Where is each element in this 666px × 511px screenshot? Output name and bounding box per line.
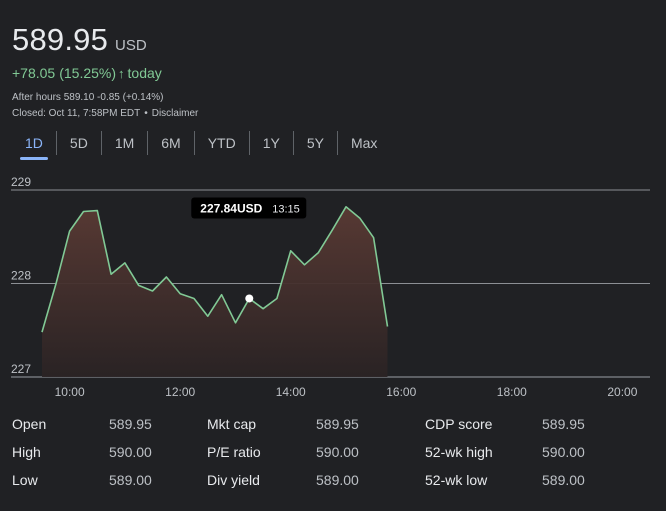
x-tick-label: 20:00 [607, 385, 637, 399]
closed-text: Closed: Oct 11, 7:58PM EDT [12, 108, 141, 119]
price-area-fill [42, 206, 388, 377]
currency-label: USD [115, 37, 147, 54]
separator-dot: • [144, 108, 148, 119]
stat-label-cdp-score: CDP score [425, 416, 493, 432]
tab-ytd[interactable]: YTD [195, 131, 250, 155]
change-period: today [127, 65, 162, 81]
x-tick-label: 10:00 [55, 385, 85, 399]
closed-status: Closed: Oct 11, 7:58PM EDT • Disclaimer [12, 108, 198, 119]
stat-value-cdp-score: 589.95 [542, 416, 585, 432]
y-tick-label: 228 [11, 269, 31, 283]
arrow-up-icon: ↑ [118, 65, 125, 81]
tab-max[interactable]: Max [350, 135, 378, 151]
disclaimer-link[interactable]: Disclaimer [151, 108, 199, 119]
tooltip-time: 13:15 [272, 203, 300, 215]
x-tick-label: 12:00 [165, 385, 195, 399]
y-tick-label: 229 [11, 176, 31, 189]
stat-label-52wk-high: 52-wk high [425, 444, 493, 460]
stat-label-high: High [12, 444, 41, 460]
price-tooltip [191, 197, 307, 219]
stat-label-low: Low [12, 472, 38, 488]
price-change: +78.05 (15.25%) ↑ today [12, 65, 162, 81]
tab-6m[interactable]: 6M [148, 131, 195, 155]
stat-value-52wk-low: 589.00 [542, 472, 585, 488]
stat-value-open: 589.95 [109, 416, 152, 432]
range-tabs: 1D 5D 1M 6M YTD 1Y 5Y Max [12, 130, 390, 160]
stat-value-mkt-cap: 589.95 [316, 416, 359, 432]
stat-value-52wk-high: 590.00 [542, 444, 585, 460]
tooltip-value: 227.84USD [200, 201, 262, 215]
tab-5d[interactable]: 5D [57, 131, 102, 155]
tab-1m[interactable]: 1M [102, 131, 149, 155]
stat-label-52wk-low: 52-wk low [425, 472, 488, 488]
after-hours-text: After hours 589.10 -0.85 (+0.14%) [12, 92, 164, 103]
x-tick-label: 18:00 [497, 385, 527, 399]
stat-label-div-yield: Div yield [207, 472, 260, 488]
stat-value-high: 590.00 [109, 444, 152, 460]
stat-value-div-yield: 589.00 [316, 472, 359, 488]
x-tick-label: 16:00 [386, 385, 416, 399]
change-value: +78.05 [12, 65, 56, 81]
price-row: 589.95 USD [12, 22, 147, 58]
tab-5y[interactable]: 5Y [294, 131, 338, 155]
y-tick-label: 227 [11, 362, 31, 376]
stat-value-pe-ratio: 590.00 [316, 444, 359, 460]
tab-1y[interactable]: 1Y [250, 131, 294, 155]
price-line-series[interactable] [41, 206, 389, 333]
tab-1d[interactable]: 1D [12, 131, 57, 160]
stat-label-open: Open [12, 416, 47, 432]
stat-label-pe-ratio: P/E ratio [207, 444, 261, 460]
current-price: 589.95 [12, 22, 109, 57]
change-percent: (15.25%) [59, 65, 117, 81]
stat-value-low: 589.00 [109, 472, 152, 488]
x-tick-label: 14:00 [276, 385, 306, 399]
stat-label-mkt-cap: Mkt cap [207, 416, 257, 432]
hover-marker [245, 294, 254, 303]
